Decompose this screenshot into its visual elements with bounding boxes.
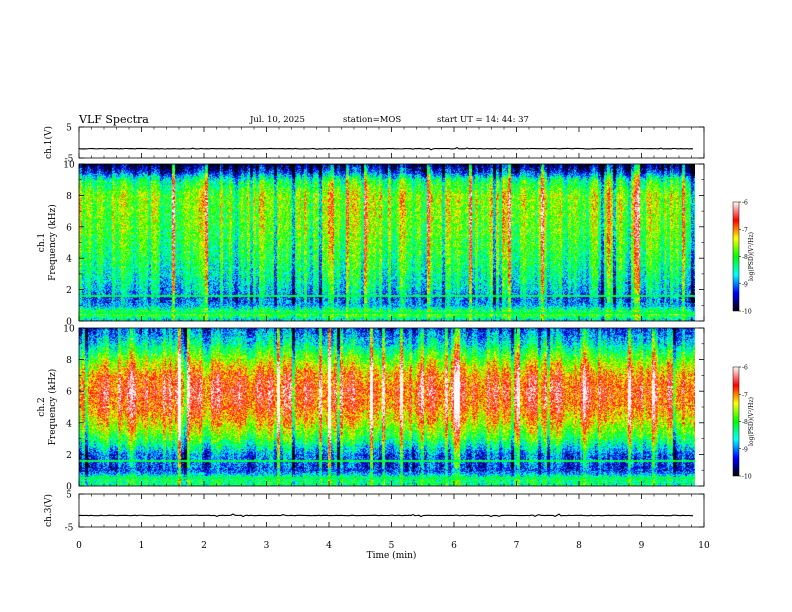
x-tick-label: 9	[639, 541, 645, 551]
station-label: station=MOS	[343, 115, 402, 125]
y-axis-label: ch.3(V)	[43, 494, 54, 527]
colorbar-tick-label: -6	[742, 365, 748, 372]
colorbar-tick-label: -10	[742, 474, 752, 481]
y-tick-label: -5	[65, 155, 74, 165]
y-tick-label: 4	[66, 419, 72, 429]
voltage-trace	[78, 513, 693, 518]
ch1-spectrogram-panel: 0 2 4 6 8 10 ch.1 Frequency (kHz)	[37, 161, 705, 328]
y-tick-label: -5	[65, 524, 74, 534]
spectrogram-image	[79, 164, 695, 321]
x-tick-label: 4	[326, 541, 332, 551]
colorbar-tick-label: -7	[742, 227, 748, 234]
y-tick-label: 0	[66, 483, 72, 493]
x-tick-label: 8	[576, 541, 582, 551]
x-tick-label: 2	[201, 541, 207, 551]
colorbar-tick-label: -8	[742, 419, 748, 426]
colorbar-tick-label: -7	[742, 392, 748, 399]
colorbar-tick-label: -8	[742, 254, 748, 261]
y-tick-label: 8	[66, 192, 72, 202]
y-tick-label: 4	[66, 255, 72, 265]
y-tick-label: 0	[66, 318, 72, 328]
colorbar-tick-label: -9	[742, 281, 748, 288]
chart-title: VLF Spectra	[79, 113, 149, 126]
colorbar-label: log(PSD)(V²/Hz)	[748, 232, 755, 281]
x-tick-label: 6	[451, 541, 457, 551]
y-tick-label: 10	[63, 325, 75, 335]
spectrogram-image	[79, 328, 695, 486]
date-label: Jul. 10, 2025	[250, 115, 305, 125]
x-tick-label: 5	[389, 541, 395, 551]
colorbar-label: log(PSD)(V²/Hz)	[748, 397, 755, 446]
colorbar-tick-label: -10	[742, 309, 752, 316]
channel-label: ch.1	[37, 233, 47, 252]
y-axis-label: Frequency (kHz)	[47, 204, 58, 281]
ch2-spectrogram-panel: 0 2 4 6 8 10 ch.2 Frequency (kHz)	[37, 325, 705, 493]
channel-label: ch.2	[37, 397, 47, 416]
y-tick-label: 10	[63, 161, 75, 171]
voltage-trace	[78, 146, 694, 151]
colorbar-tick-label: -9	[742, 446, 748, 453]
x-tick-label: 3	[264, 541, 270, 551]
x-tick-label: 7	[514, 541, 520, 551]
y-axis-label: ch.1(V)	[43, 126, 54, 159]
y-tick-label: 6	[66, 388, 72, 398]
ch1-voltage-panel: 5 -5 ch.1(V)	[43, 124, 705, 165]
x-tick-label: 1	[139, 541, 145, 551]
ch2-colorbar: -6 -7 -8 -9 -10 log(PSD)(V²/Hz)	[732, 365, 755, 481]
start-time-label: start UT = 14: 44: 37	[437, 115, 529, 125]
y-axis-label: Frequency (kHz)	[47, 369, 58, 446]
y-tick-label: 5	[66, 491, 72, 501]
y-tick-label: 8	[66, 356, 72, 366]
colorbar-scale	[732, 201, 740, 312]
y-tick-label: 5	[66, 124, 72, 134]
y-tick-label: 6	[66, 223, 72, 233]
colorbar-tick-label: -6	[742, 200, 748, 207]
x-tick-label: 0	[76, 541, 82, 551]
y-tick-label: 2	[66, 286, 72, 296]
x-axis-label: Time (min)	[367, 550, 417, 561]
colorbar-scale	[732, 366, 740, 477]
ch1-colorbar: -6 -7 -8 -9 -10 log(PSD)(V²/Hz)	[732, 200, 755, 316]
ch3-voltage-panel: 5 -5 ch.3(V) 0 1 2 3 4 5 6 7 8 9 10 Time (min)	[43, 491, 710, 562]
x-tick-label: 10	[698, 541, 710, 551]
y-tick-label: 2	[66, 451, 72, 461]
